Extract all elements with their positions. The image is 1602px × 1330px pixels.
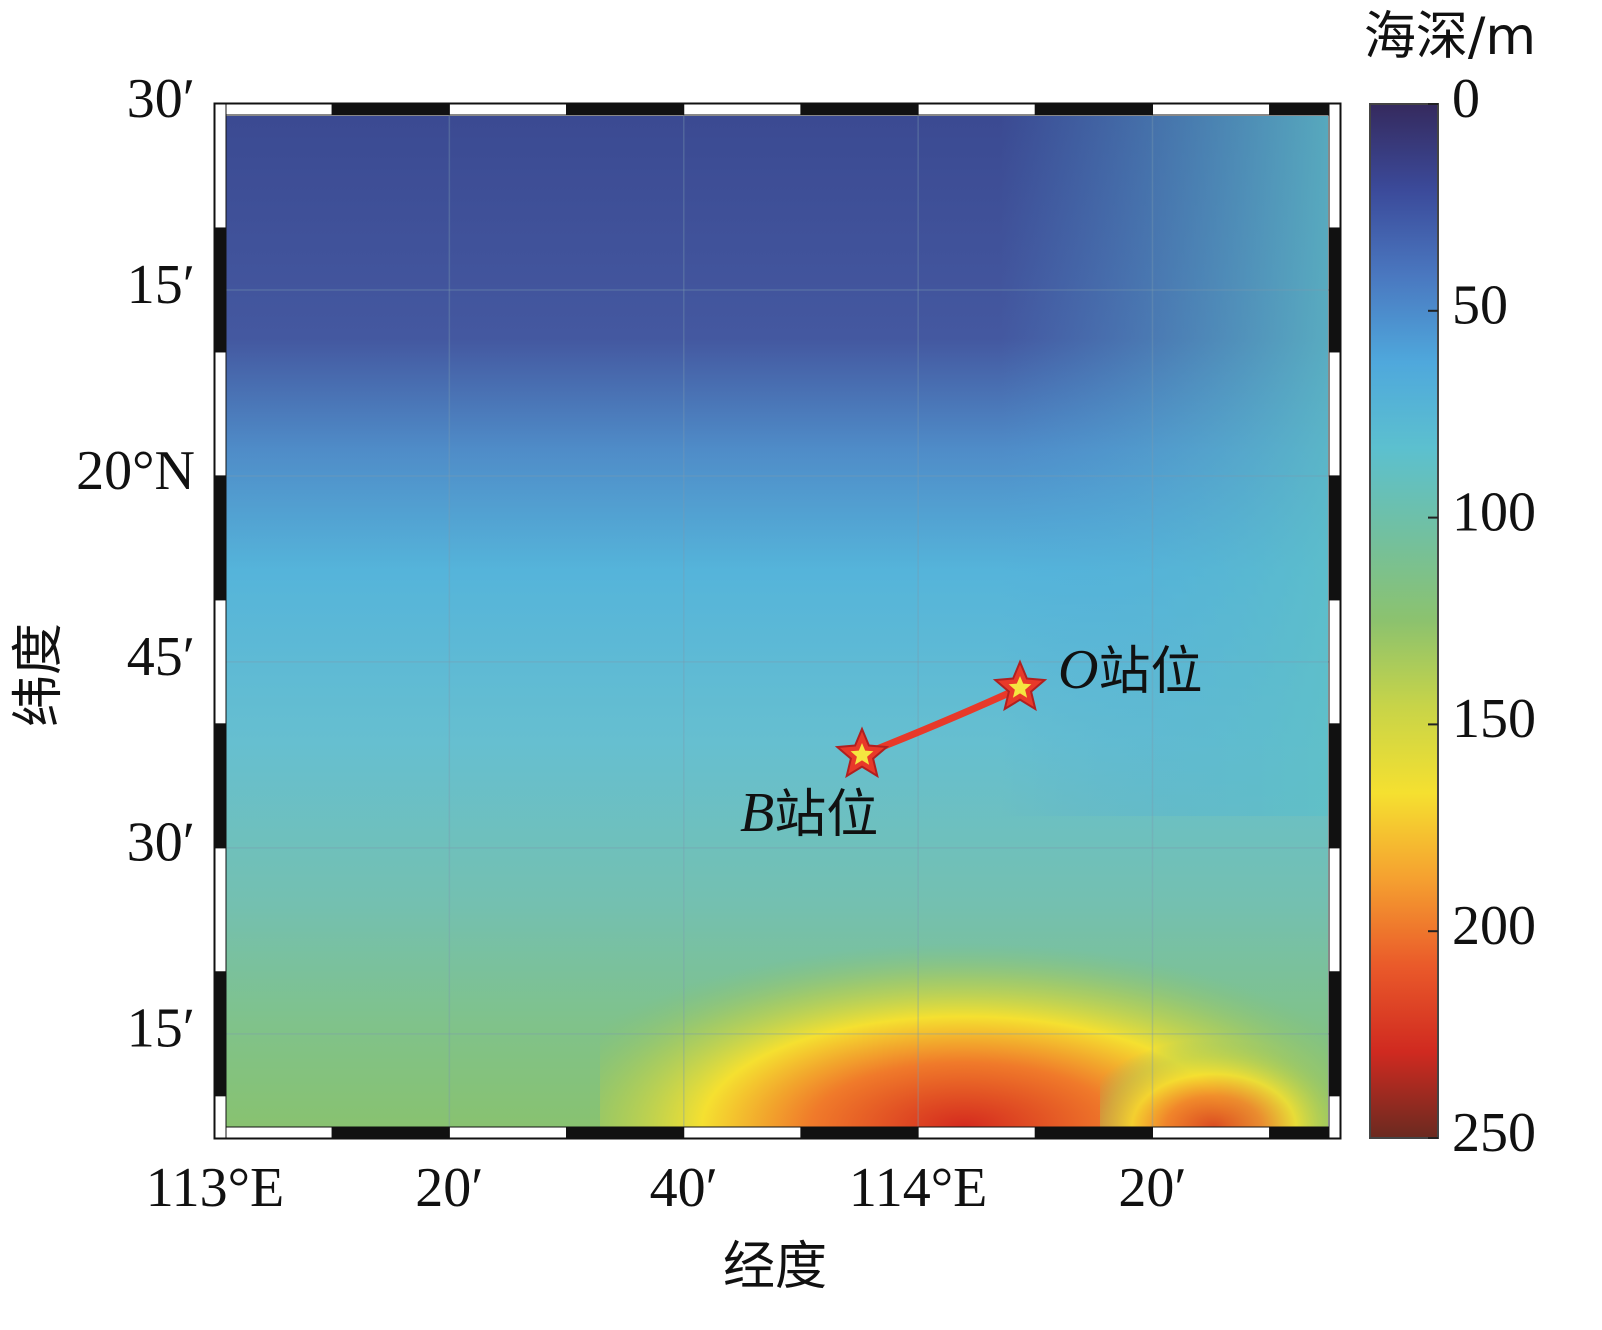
x-axis-label: 经度: [723, 1237, 827, 1297]
colorbar-tick-label: 100: [1452, 481, 1536, 543]
frame-segment: [214, 475, 227, 601]
colorbar-tick-label: 250: [1452, 1102, 1536, 1164]
y-tick-label: 20°N: [76, 440, 195, 502]
frame-segment: [566, 1126, 685, 1139]
colorbar-title: 海深/m: [1364, 7, 1536, 67]
frame-segment: [917, 1126, 1036, 1139]
frame-segment: [214, 227, 227, 353]
x-tick-label: 114°E: [849, 1157, 988, 1219]
frame-segment: [1328, 227, 1341, 353]
y-tick-label: 30′: [127, 68, 195, 130]
station-id: B: [740, 782, 774, 844]
frame-segment: [1328, 351, 1341, 477]
station-label: O站位: [1058, 639, 1202, 702]
frame-segment: [214, 351, 227, 477]
frame-segment: [1328, 103, 1341, 229]
y-tick-label: 45′: [127, 626, 195, 688]
frame-segment: [1152, 1126, 1271, 1139]
frame-segment: [448, 1126, 568, 1139]
station-marker: [1008, 676, 1032, 698]
y-tick-label: 15′: [127, 998, 195, 1060]
frame-segment: [917, 103, 1036, 116]
frame-segment: [214, 1126, 333, 1139]
station-suffix: 站位: [774, 785, 878, 845]
frame-segment: [800, 1126, 919, 1139]
station-suffix: 站位: [1098, 642, 1202, 702]
x-tick-label: 113°E: [146, 1157, 285, 1219]
frame-segment: [448, 103, 568, 116]
frame-segment: [1034, 1126, 1153, 1139]
station-id: O: [1058, 639, 1098, 701]
colorbar-tick-label: 200: [1452, 895, 1536, 957]
y-tick-label: 30′: [127, 812, 195, 874]
colorbar: [1369, 103, 1439, 1139]
x-tick-label: 40′: [650, 1157, 718, 1219]
frame-segment: [331, 103, 450, 116]
frame-segment: [1328, 475, 1341, 601]
frame-segment: [214, 723, 227, 849]
frame-segment: [214, 971, 227, 1097]
x-tick-label: 20′: [415, 1157, 483, 1219]
colorbar-tick-label: 150: [1452, 688, 1536, 750]
frame-segment: [1328, 847, 1341, 973]
depth-field: [1100, 980, 1328, 1127]
frame-segment: [214, 103, 333, 116]
frame-segment: [683, 1126, 802, 1139]
frame-segment: [214, 599, 227, 725]
frame-segment: [1152, 103, 1271, 116]
x-tick-label: 20′: [1118, 1157, 1186, 1219]
y-axis-label: 纬度: [9, 623, 69, 727]
frame-segment: [683, 103, 802, 116]
colorbar-tick-label: 50: [1452, 275, 1508, 337]
frame-segment: [331, 1126, 450, 1139]
frame-segment: [800, 103, 919, 116]
frame-segment: [1034, 103, 1153, 116]
frame-segment: [214, 847, 227, 973]
depth-field: [1000, 116, 1328, 816]
colorbar-tick-label: 0: [1452, 68, 1480, 130]
frame-segment: [1328, 723, 1341, 849]
frame-segment: [1328, 971, 1341, 1097]
station-marker: [850, 743, 874, 765]
frame-segment: [214, 103, 227, 229]
frame-segment: [566, 103, 685, 116]
frame-segment: [214, 1095, 227, 1139]
y-tick-label: 15′: [127, 254, 195, 316]
station-label: B站位: [740, 782, 878, 845]
frame-segment: [1328, 599, 1341, 725]
frame-segment: [1328, 1095, 1341, 1139]
bathymetry-map: [225, 116, 1328, 1127]
